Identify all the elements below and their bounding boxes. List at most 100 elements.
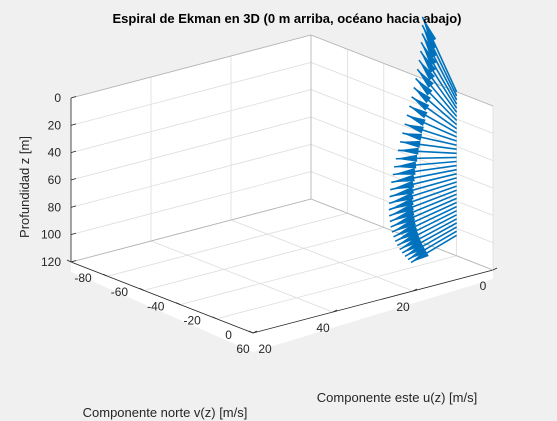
quiver-arrow [404,123,457,142]
quiver-arrow [391,168,457,184]
arrow-head [402,239,423,253]
arrow-head [402,133,423,141]
arrow-head [389,186,414,197]
arrow-head [422,25,437,50]
arrow-head [392,168,416,175]
plot-area-background [71,199,493,352]
arrow-head [399,235,422,250]
arrow-head [391,174,415,183]
quiver-arrow [392,164,457,176]
quiver-arrow [406,114,457,138]
quiver-arrow [390,197,457,228]
grid-line [70,89,312,154]
z-tick-mark [70,96,77,99]
arrow-head [395,227,419,242]
quiver-arrows [388,16,458,264]
arrow-head [405,243,425,257]
y-tick-mark [492,267,498,271]
z-tick-mark [70,232,77,236]
quiver-arrow [389,177,457,198]
x-tick-mark [176,302,181,305]
grid-line [107,212,348,277]
quiver-arrow [420,41,458,105]
arrow-head [388,198,414,210]
box-edge [310,198,494,271]
quiver-arrow [388,185,457,211]
quiver-arrow [401,222,457,254]
grid-line [143,227,384,291]
arrow-head [421,42,437,66]
quiver-arrow [388,181,457,205]
z-tick-label: 80 [48,200,62,214]
arrow-head [422,33,438,59]
x-tick-mark [139,288,144,291]
grid-line [310,89,494,162]
arrow-head [408,246,427,260]
z-tick-mark [70,150,77,154]
quiver-arrow [418,59,458,113]
z-tick-mark [70,123,77,126]
arrow-head [400,140,421,148]
grid-line [216,255,457,320]
arrow-head [391,218,416,233]
arrow-head [413,87,431,104]
y-tick-label: 20 [396,300,410,314]
grid-line [70,61,312,126]
quiver-arrow [400,140,457,150]
y-tick-mark [412,288,418,292]
x-tick-label: 0 [225,328,232,342]
z-tick-label: 20 [48,118,62,132]
grid-line [70,171,312,236]
quiver-arrow [389,193,457,223]
arrow-head [393,223,418,237]
quiver-arrow [396,214,457,247]
x-tick-label: -20 [184,314,202,328]
arrow-head [394,161,417,169]
arrow-head [390,213,416,227]
x-axis-label: Componente este u(z) [m/s] [317,390,477,405]
arrow-head [417,69,434,88]
quiver-arrow [407,230,458,261]
arrow-head [397,231,420,246]
z-tick-label: 0 [54,91,61,105]
arrow-head [422,16,437,42]
x-tick-mark [66,259,72,263]
grid-line [310,61,494,134]
quiver-arrow [397,147,457,155]
z-tick-label: 120 [41,255,61,269]
grid-line [230,219,414,292]
arrow-head [409,106,428,119]
z-tick-label: 60 [48,173,62,187]
arrow-head [420,51,437,73]
quiver-arrow [416,68,458,117]
arrow-head [398,147,419,155]
x-tick-label: -60 [111,285,129,299]
x-tick-mark [248,330,254,334]
quiver-arrow [419,50,458,109]
grid-line [310,116,494,189]
grid-line [150,240,334,313]
arrow-head [404,124,424,134]
tick-labels: 0 20 40 60 80 100 120 0 20 40 60 20 0 -20 -40 -60 -80 [41,91,498,356]
quiver-arrow [421,16,458,93]
y-tick-label: 60 [236,342,250,356]
quiver-arrow [410,234,458,264]
z-axis-label: Profundidad z [m] [17,136,32,238]
grid-line [70,143,312,208]
arrow-head [411,249,429,263]
arrow-head [390,180,415,190]
quiver-arrow [390,173,457,191]
x-axis-line [70,261,254,334]
quiver-arrow [415,77,458,122]
back-wall-right [311,35,493,279]
box-edge [70,34,312,99]
y-axis-line [252,269,494,334]
y-tick-label: 40 [316,321,330,335]
y-tick-label: 0 [480,279,487,293]
x-tick-label: -40 [147,299,165,313]
quiver-arrow [408,105,457,134]
z-tick-mark [70,205,77,208]
quiver-arrow [413,86,458,126]
z-tick-mark [70,260,77,263]
